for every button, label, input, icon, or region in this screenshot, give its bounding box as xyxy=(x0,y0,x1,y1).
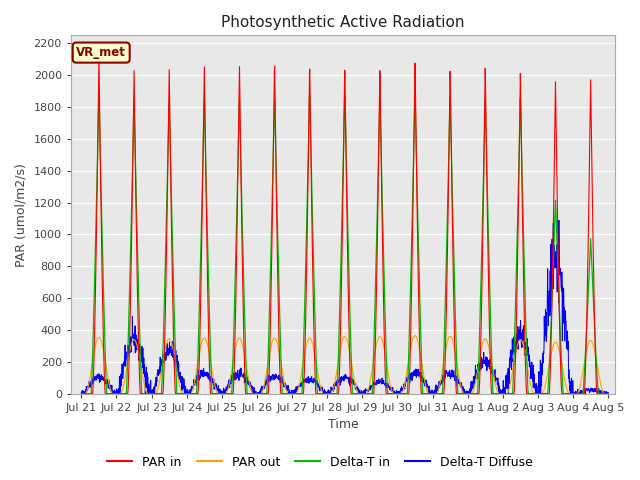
Delta-T Diffuse xyxy=(555,217,563,223)
Delta-T in xyxy=(77,391,85,396)
PAR out xyxy=(77,391,85,396)
PAR in xyxy=(558,391,566,396)
Legend: PAR in, PAR out, Delta-T in, Delta-T Diffuse: PAR in, PAR out, Delta-T in, Delta-T Dif… xyxy=(102,451,538,474)
Y-axis label: PAR (umol/m2/s): PAR (umol/m2/s) xyxy=(15,163,28,266)
Delta-T Diffuse xyxy=(78,391,86,396)
Delta-T Diffuse xyxy=(372,380,380,386)
Delta-T Diffuse xyxy=(225,379,232,385)
PAR in xyxy=(573,391,580,396)
Delta-T Diffuse xyxy=(604,391,612,396)
PAR out xyxy=(225,385,232,391)
PAR in xyxy=(225,391,232,396)
PAR in xyxy=(498,391,506,396)
X-axis label: Time: Time xyxy=(328,419,358,432)
PAR out xyxy=(498,391,506,396)
Delta-T in xyxy=(498,391,506,396)
Line: PAR in: PAR in xyxy=(81,57,608,394)
PAR out xyxy=(411,333,419,338)
Delta-T in xyxy=(360,391,368,396)
PAR out xyxy=(573,391,580,396)
Line: Delta-T in: Delta-T in xyxy=(81,92,608,394)
Delta-T in xyxy=(225,391,232,396)
Title: Photosynthetic Active Radiation: Photosynthetic Active Radiation xyxy=(221,15,465,30)
PAR out xyxy=(604,391,612,396)
Delta-T Diffuse xyxy=(573,389,580,395)
Delta-T Diffuse xyxy=(498,389,506,395)
Delta-T Diffuse xyxy=(360,389,368,395)
Delta-T Diffuse xyxy=(558,280,566,286)
PAR in xyxy=(77,391,85,396)
Delta-T in xyxy=(372,286,380,291)
PAR out xyxy=(558,361,566,367)
Line: PAR out: PAR out xyxy=(81,336,608,394)
Line: Delta-T Diffuse: Delta-T Diffuse xyxy=(81,220,608,394)
PAR out xyxy=(360,391,367,396)
Delta-T Diffuse xyxy=(77,390,85,396)
PAR in xyxy=(372,339,380,345)
Delta-T in xyxy=(95,89,103,95)
PAR out xyxy=(371,348,379,354)
Delta-T in xyxy=(604,391,612,396)
PAR in xyxy=(360,391,368,396)
Text: VR_met: VR_met xyxy=(76,46,126,59)
Delta-T in xyxy=(558,366,566,372)
PAR in xyxy=(604,391,612,396)
PAR in xyxy=(95,54,103,60)
Delta-T in xyxy=(573,391,580,396)
